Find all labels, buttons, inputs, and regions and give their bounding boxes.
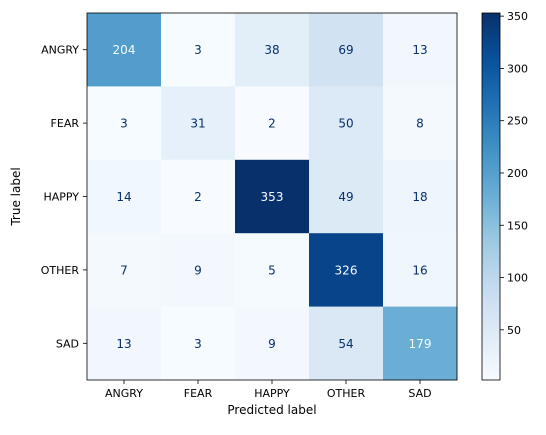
colorbar-tick-label: 200 — [507, 167, 528, 180]
cell-value-label: 9 — [194, 263, 202, 277]
heatmap-cell — [87, 86, 162, 161]
colorbar-tick-label: 350 — [507, 10, 528, 23]
heatmap-cell — [383, 159, 458, 234]
colorbar-tick-label: 300 — [507, 62, 528, 75]
cell-value-label: 8 — [416, 117, 424, 131]
y-tick-label: OTHER — [41, 264, 80, 277]
heatmap-cell — [87, 13, 162, 87]
heatmap-cell — [309, 86, 384, 161]
cell-value-label: 16 — [412, 263, 427, 277]
heatmap-cell — [309, 13, 384, 87]
colorbar-ticks: 50 100 150 200 250 300 350 — [500, 10, 528, 337]
x-axis-label: Predicted label — [227, 403, 316, 417]
heatmap-cell — [383, 306, 458, 381]
x-tick-label: ANGRY — [105, 387, 143, 400]
cell-value-label: 13 — [116, 337, 131, 351]
y-tick-label: SAD — [56, 337, 79, 350]
cell-value-label: 38 — [264, 43, 279, 57]
cell-value-label: 50 — [338, 117, 353, 131]
colorbar-tick-label: 250 — [507, 115, 528, 128]
heatmap-cell — [87, 306, 162, 381]
cell-value-label: 204 — [113, 43, 136, 57]
heatmap-cell — [87, 159, 162, 234]
cell-value-label: 54 — [338, 337, 353, 351]
cell-value-label: 326 — [335, 263, 358, 277]
x-tick-label: HAPPY — [254, 387, 290, 400]
cell-value-label: 2 — [268, 117, 276, 131]
cell-value-label: 18 — [412, 190, 427, 204]
heatmap-cell — [161, 233, 236, 308]
cell-value-label: 69 — [338, 43, 353, 57]
y-tick-label: FEAR — [51, 117, 80, 130]
x-tick-label: OTHER — [327, 387, 366, 400]
heatmap-cell — [235, 306, 310, 381]
x-axis-ticks: ANGRY FEAR HAPPY OTHER SAD — [105, 380, 432, 400]
y-axis-ticks: ANGRY FEAR HAPPY OTHER SAD — [41, 44, 87, 350]
cell-value-label: 5 — [268, 263, 276, 277]
heatmap-cell — [309, 306, 384, 381]
cell-value-label: 353 — [261, 190, 284, 204]
cell-value-label: 7 — [120, 263, 128, 277]
cell-value-label: 3 — [120, 117, 128, 131]
heatmap-cell — [87, 233, 162, 308]
heatmap-cell-labels: 204 3 38 69 13 3 31 2 50 8 14 2 353 49 18 7 9 5 326 16 13 3 9 5… — [113, 43, 432, 351]
y-tick-label: HAPPY — [43, 191, 79, 204]
cell-value-label: 179 — [409, 337, 432, 351]
heatmap-cell — [235, 233, 310, 308]
cell-value-label: 49 — [338, 190, 353, 204]
heatmap-cell — [161, 306, 236, 381]
colorbar-tick-label: 150 — [507, 219, 528, 232]
cell-value-label: 2 — [194, 190, 202, 204]
heatmap-cells — [87, 13, 458, 381]
heatmap-cell — [235, 86, 310, 161]
heatmap-cell — [161, 159, 236, 234]
heatmap-cell — [235, 159, 310, 234]
heatmap-cell — [161, 13, 236, 87]
x-tick-label: SAD — [408, 387, 431, 400]
colorbar-tick-label: 50 — [507, 324, 521, 337]
cell-value-label: 14 — [116, 190, 131, 204]
cell-value-label: 9 — [268, 337, 276, 351]
heatmap-cell — [309, 233, 384, 308]
y-axis-label: True label — [9, 167, 23, 226]
cell-value-label: 3 — [194, 337, 202, 351]
heatmap-cell — [309, 159, 384, 234]
y-tick-label: ANGRY — [41, 44, 79, 57]
cell-value-label: 31 — [190, 117, 205, 131]
heatmap-cell — [383, 233, 458, 308]
cell-value-label: 3 — [194, 43, 202, 57]
heatmap-cell — [383, 86, 458, 161]
heatmap-cell — [383, 13, 458, 87]
heatmap-cell — [161, 86, 236, 161]
heatmap-cell — [235, 13, 310, 87]
x-tick-label: FEAR — [184, 387, 213, 400]
colorbar — [481, 12, 501, 381]
cell-value-label: 13 — [412, 43, 427, 57]
colorbar-tick-label: 100 — [507, 272, 528, 285]
